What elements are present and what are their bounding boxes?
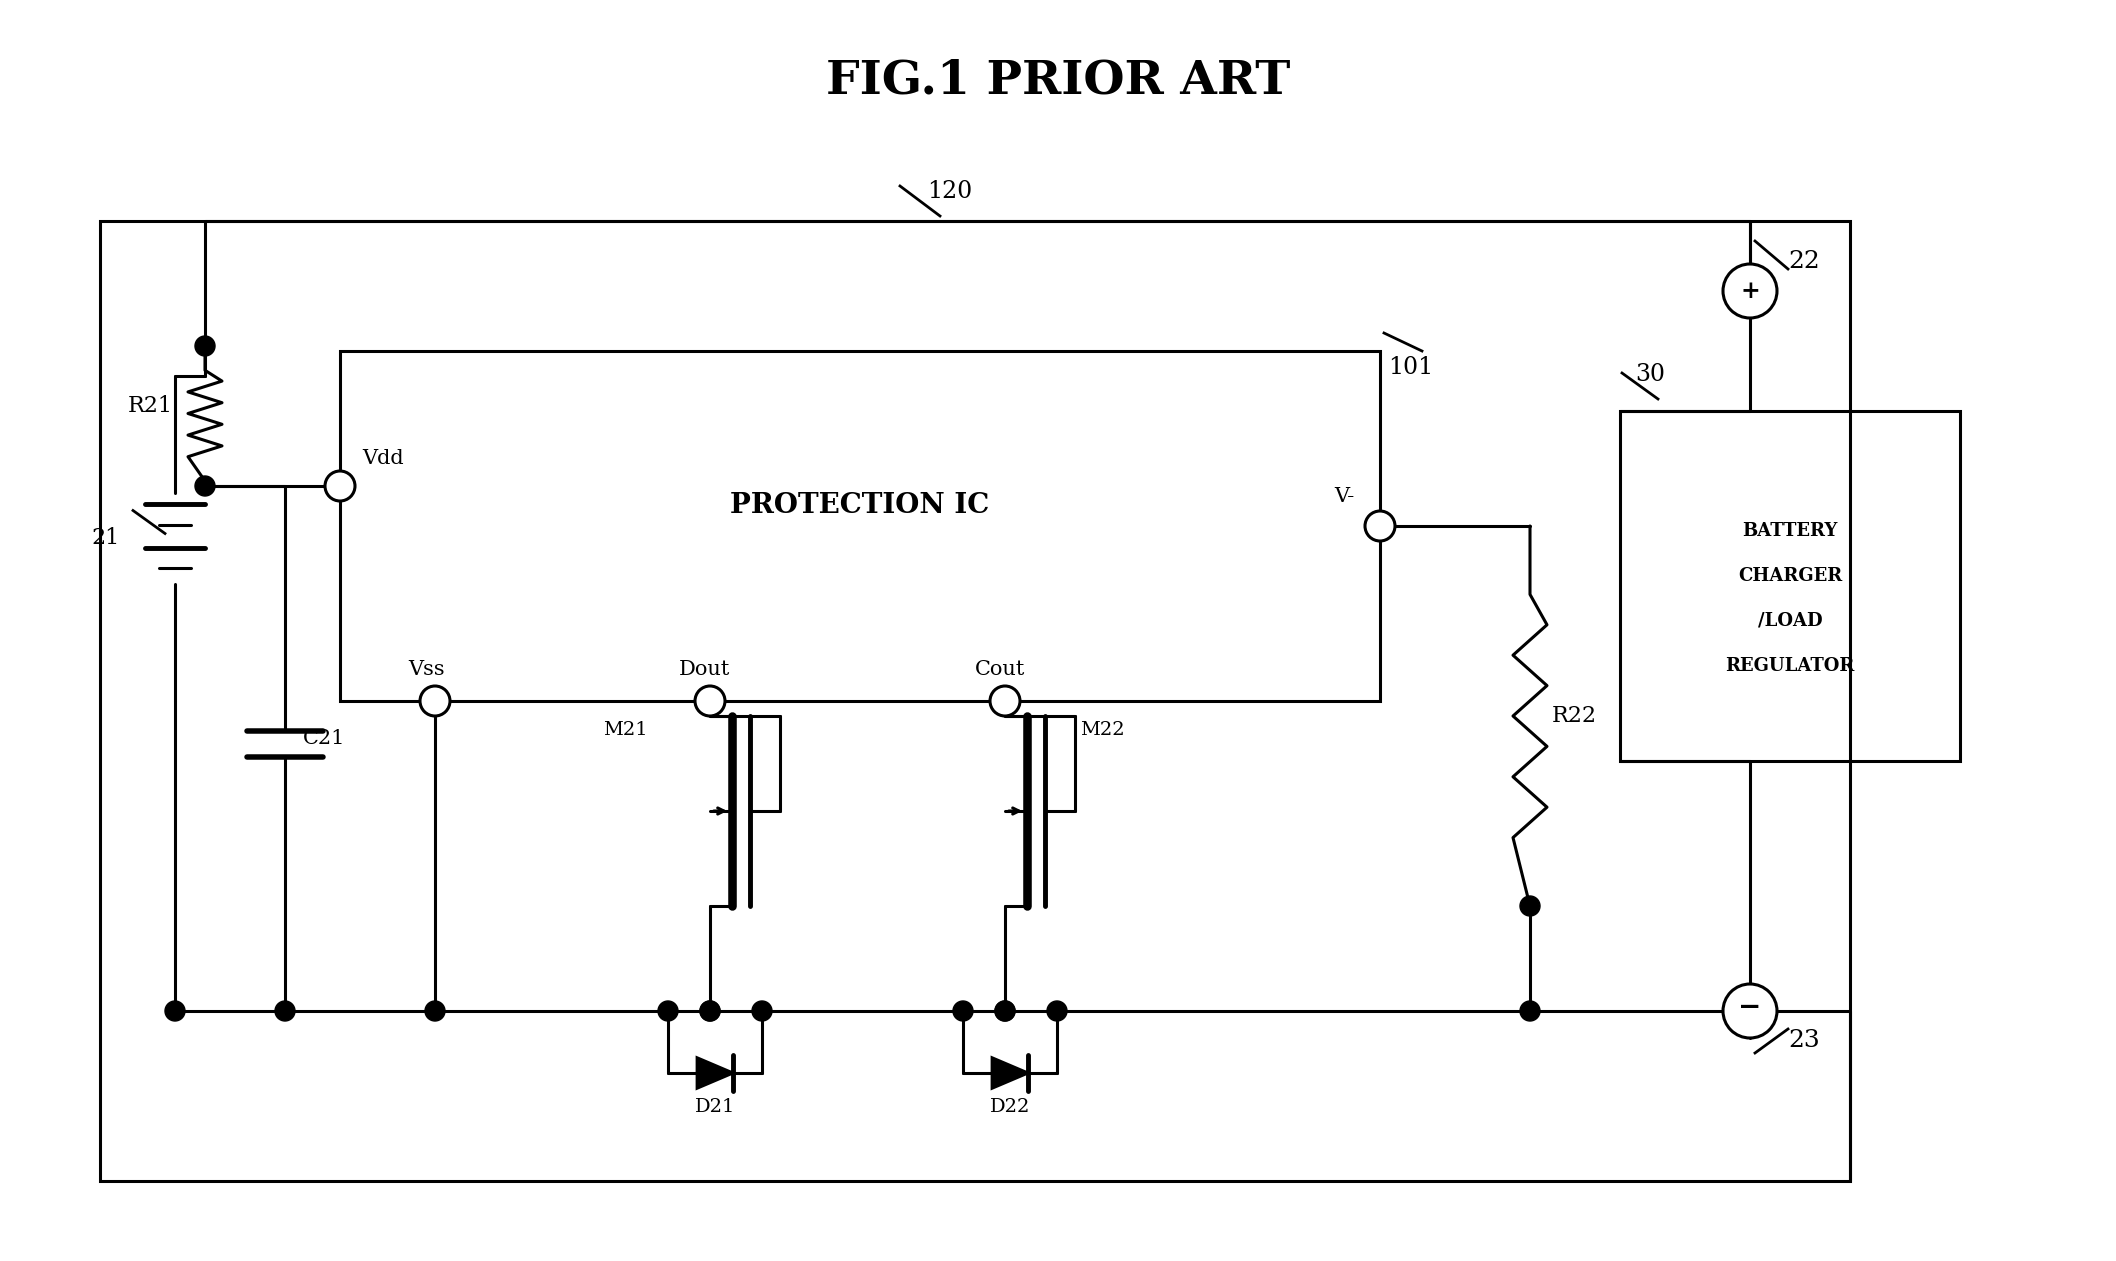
- Text: V-: V-: [1335, 487, 1354, 506]
- Text: Dout: Dout: [679, 660, 730, 678]
- Circle shape: [1722, 984, 1777, 1038]
- Text: FIG.1 PRIOR ART: FIG.1 PRIOR ART: [825, 58, 1291, 103]
- Bar: [1621, 411, 1959, 760]
- Text: R22: R22: [1551, 705, 1598, 728]
- Polygon shape: [696, 1058, 732, 1088]
- Text: /LOAD: /LOAD: [1758, 612, 1822, 630]
- Text: M21: M21: [603, 721, 647, 739]
- Bar: [341, 351, 1380, 701]
- Circle shape: [1519, 897, 1540, 915]
- Circle shape: [694, 686, 726, 716]
- Text: R21: R21: [127, 395, 174, 417]
- Circle shape: [751, 1001, 772, 1021]
- Text: PROTECTION IC: PROTECTION IC: [730, 493, 990, 520]
- Text: Vss: Vss: [408, 660, 444, 678]
- Circle shape: [1047, 1001, 1066, 1021]
- Circle shape: [995, 1001, 1016, 1021]
- Text: M22: M22: [1079, 721, 1124, 739]
- Text: +: +: [1739, 279, 1761, 303]
- Circle shape: [419, 686, 451, 716]
- Text: 101: 101: [1388, 356, 1433, 380]
- Circle shape: [165, 1001, 184, 1021]
- Circle shape: [990, 686, 1020, 716]
- Text: 22: 22: [1788, 250, 1820, 272]
- Text: −: −: [1739, 995, 1763, 1021]
- Text: 23: 23: [1788, 1029, 1820, 1052]
- Text: CHARGER: CHARGER: [1737, 567, 1843, 585]
- Text: 120: 120: [927, 180, 973, 203]
- Circle shape: [195, 335, 216, 356]
- Text: 30: 30: [1636, 363, 1665, 386]
- Text: Cout: Cout: [975, 660, 1024, 678]
- Text: 21: 21: [91, 527, 121, 550]
- Circle shape: [700, 1001, 719, 1021]
- Circle shape: [1722, 264, 1777, 318]
- Circle shape: [275, 1001, 294, 1021]
- Text: D22: D22: [990, 1098, 1030, 1116]
- Circle shape: [195, 475, 216, 496]
- Bar: [99, 221, 1849, 1182]
- Text: C21: C21: [303, 729, 345, 748]
- Circle shape: [658, 1001, 677, 1021]
- Circle shape: [425, 1001, 444, 1021]
- Circle shape: [1519, 1001, 1540, 1021]
- Text: REGULATOR: REGULATOR: [1725, 657, 1856, 675]
- Text: D21: D21: [694, 1098, 734, 1116]
- Circle shape: [700, 1001, 719, 1021]
- Text: BATTERY: BATTERY: [1741, 522, 1837, 540]
- Circle shape: [1365, 511, 1394, 541]
- Polygon shape: [992, 1058, 1028, 1088]
- Circle shape: [995, 1001, 1016, 1021]
- Text: Vdd: Vdd: [362, 449, 404, 468]
- Circle shape: [952, 1001, 973, 1021]
- Circle shape: [326, 472, 355, 501]
